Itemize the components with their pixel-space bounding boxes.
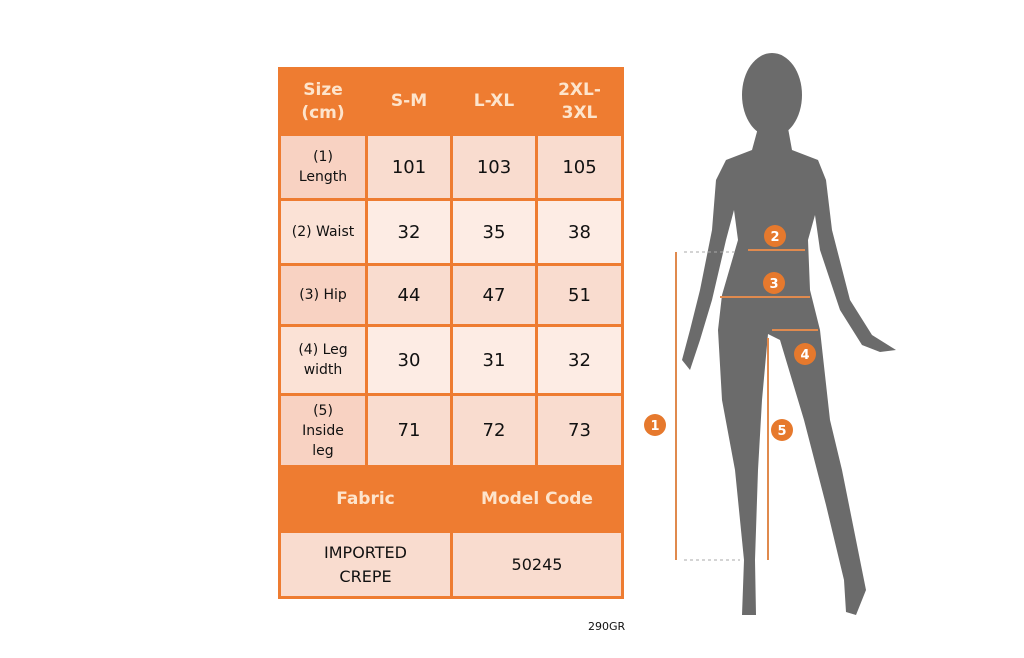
table-row: (2) Waist 32 35 38 [278,198,624,266]
cell: 101 [365,133,453,201]
marker-3-label: 3 [769,277,778,292]
table-row: (4) Leg width 30 31 32 [278,324,624,396]
marker-1-label: 1 [650,419,659,434]
table-row: (1) Length 101 103 105 [278,133,624,201]
marker-5-label: 5 [777,424,786,439]
table-row: (3) Hip 44 47 51 [278,263,624,327]
cell: 30 [365,324,453,396]
header-s-m: S-M [365,67,453,136]
marker-1-icon [644,414,666,436]
row-label: (3) Hip [278,263,368,327]
marker-4-label: 4 [800,348,809,363]
marker-2-icon [764,225,786,247]
measure-lines [675,249,818,561]
header-2xl-3xl: 2XL- 3XL [535,67,624,136]
cell: 105 [535,133,624,201]
cell: 35 [450,198,538,266]
marker-2-label: 2 [770,230,779,245]
cell: 73 [535,393,624,468]
marker-circles [644,225,816,441]
product-code: 290GR [588,620,626,633]
cell: 51 [535,263,624,327]
footer-header-row: Fabric Model Code [278,465,624,533]
header-2xl-3xl-text: 2XL- 3XL [558,79,601,123]
cell: 32 [365,198,453,266]
silhouette [682,53,896,615]
row-label: (1) Length [278,133,368,201]
row-label: (4) Leg width [278,324,368,396]
body-silhouette-figure: 1 2 3 4 5 [644,53,896,615]
fabric-value: IMPORTED CREPE [278,530,453,599]
footer-value-row: IMPORTED CREPE 50245 [278,530,624,599]
header-l-xl: L-XL [450,67,538,136]
cell: 44 [365,263,453,327]
cell: 47 [450,263,538,327]
marker-4-icon [794,343,816,365]
table-row: (5) Inside leg 71 72 73 [278,393,624,468]
model-code-value: 50245 [450,530,624,599]
row-label: (5) Inside leg [278,393,368,468]
marker-3-icon [763,272,785,294]
marker-5-icon [771,419,793,441]
model-code-header: Model Code [450,465,624,533]
header-size-text: Size (cm) [301,79,345,123]
header-row: Size (cm) S-M L-XL 2XL- 3XL [278,67,624,136]
cell: 38 [535,198,624,266]
row-label: (2) Waist [278,198,368,266]
fabric-header: Fabric [278,465,453,533]
cell: 72 [450,393,538,468]
cell: 103 [450,133,538,201]
cell: 71 [365,393,453,468]
cell: 31 [450,324,538,396]
size-chart-table: Size (cm) S-M L-XL 2XL- 3XL (1) Length 1… [278,67,624,599]
cell: 32 [535,324,624,396]
header-size: Size (cm) [278,67,368,136]
